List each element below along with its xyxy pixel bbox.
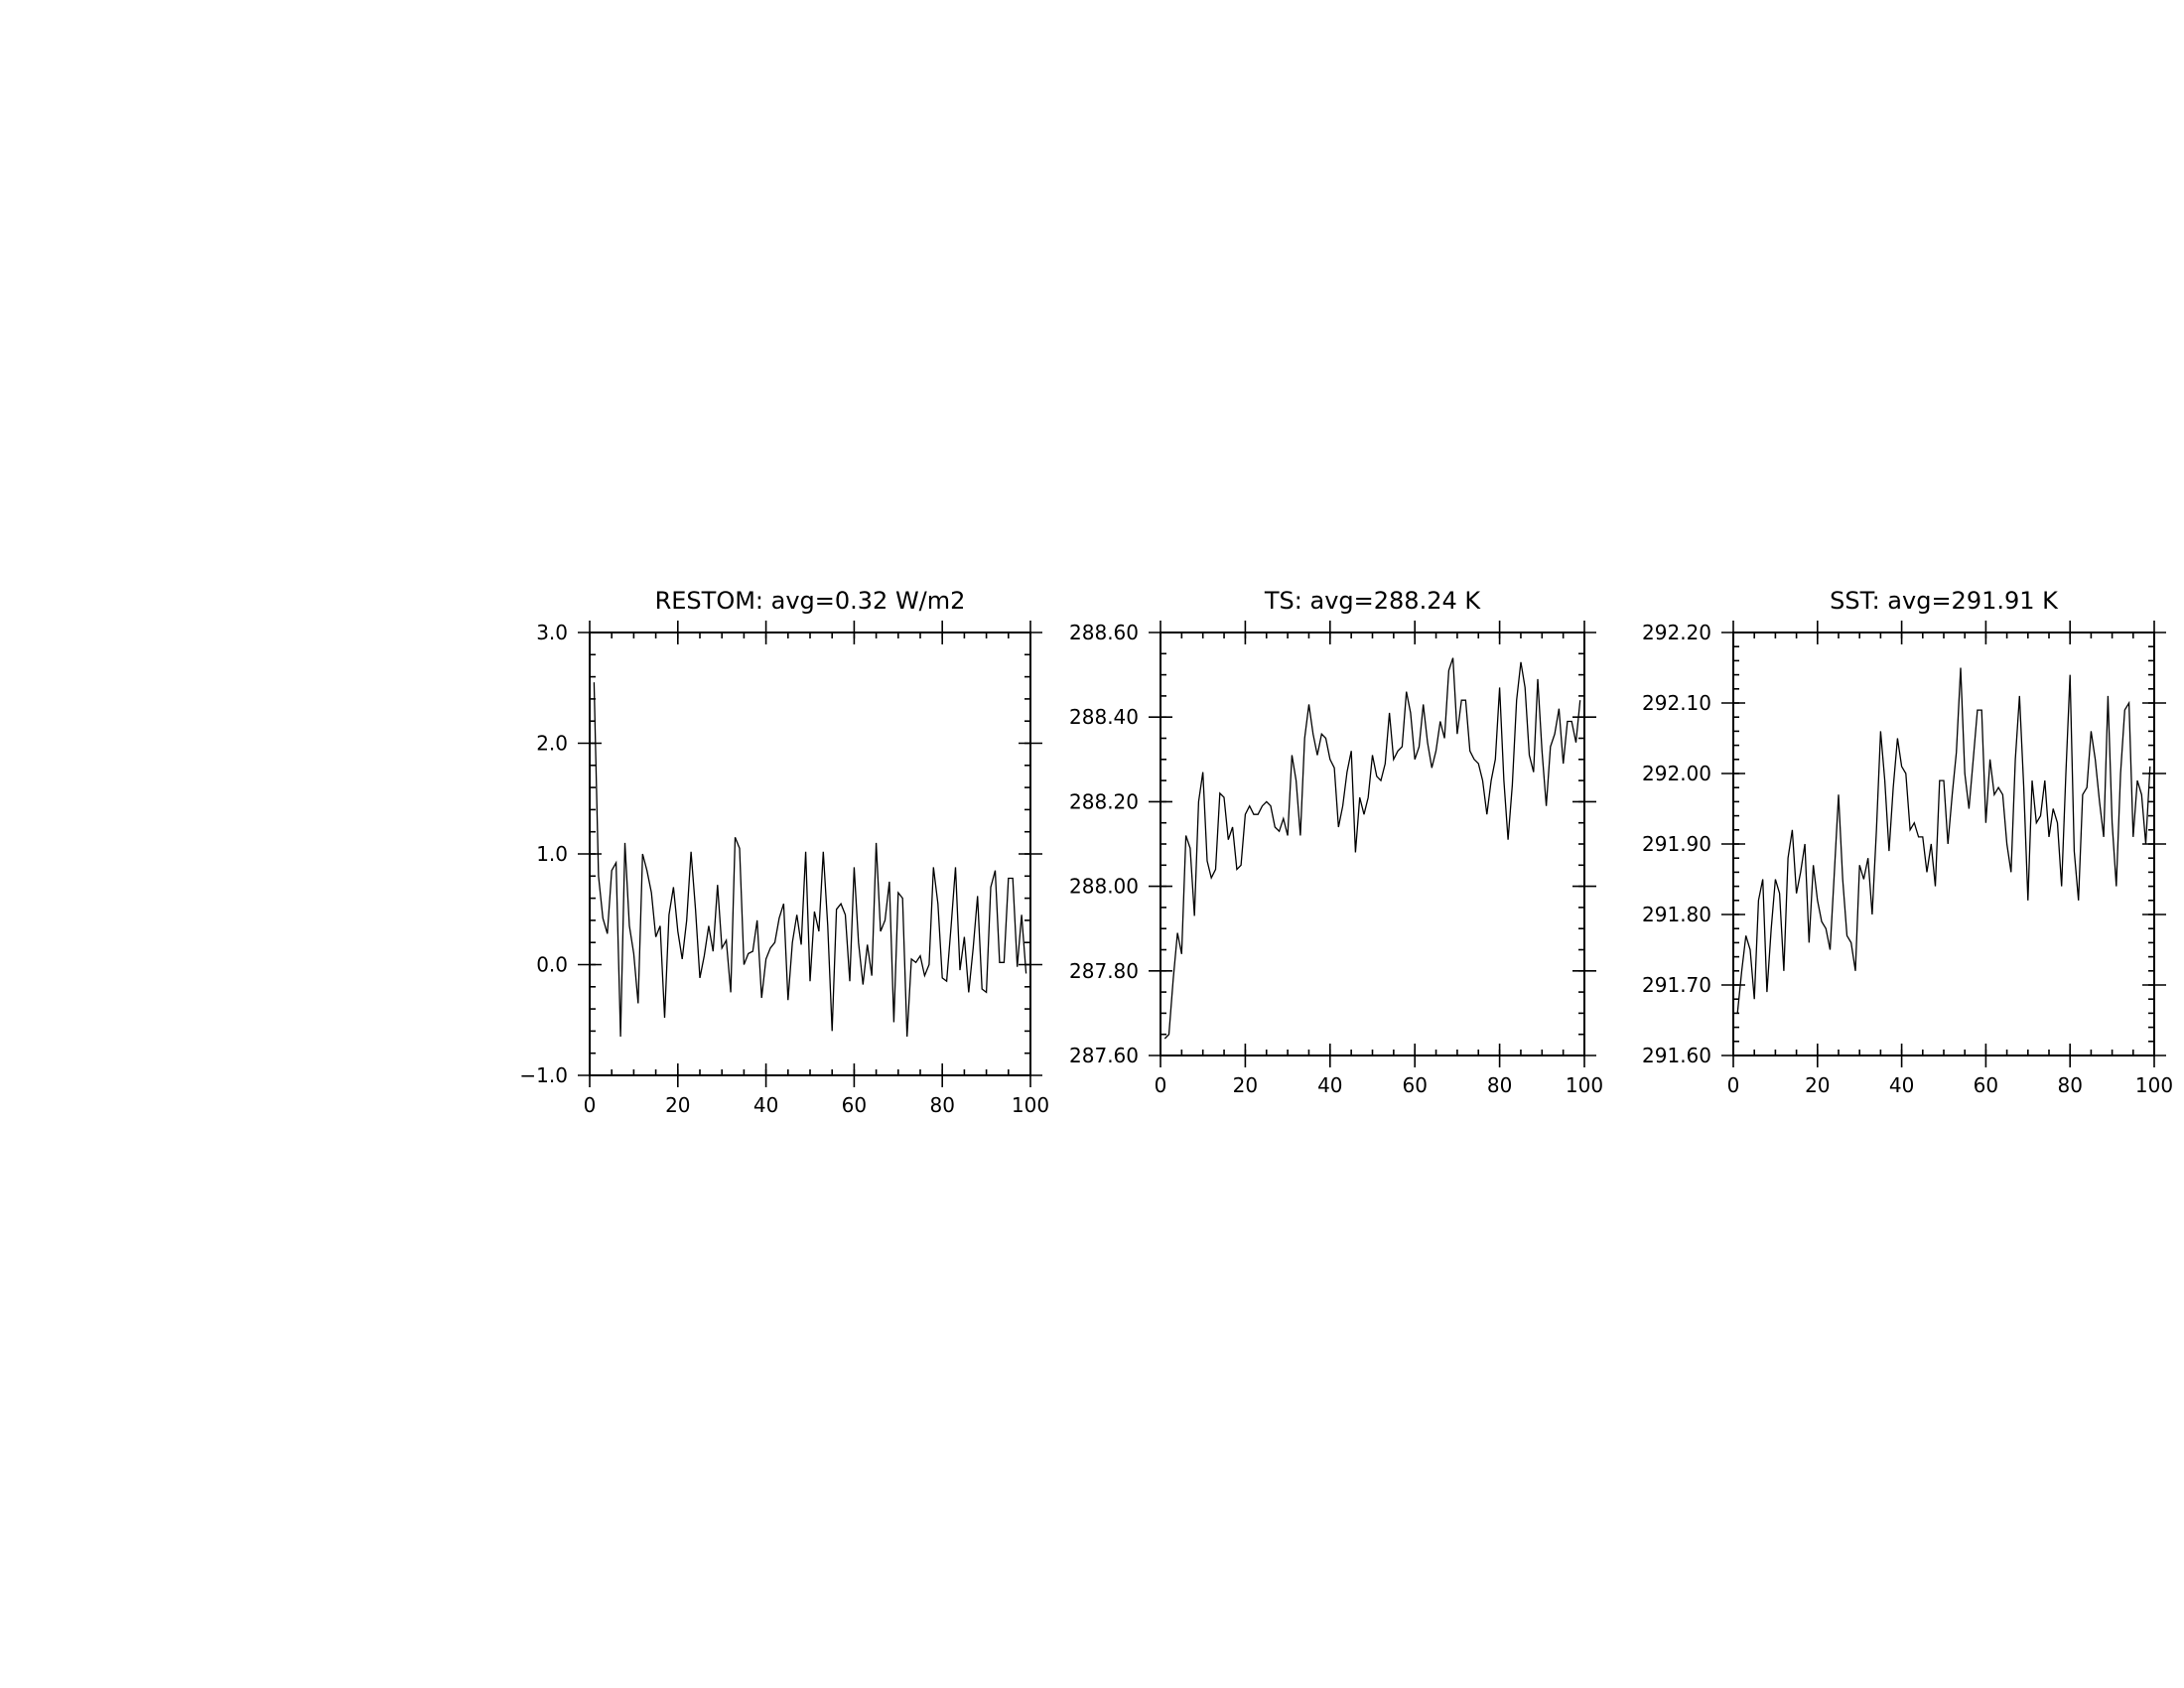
y-tick-label: 287.60 — [1069, 1044, 1139, 1067]
x-tick-label: 40 — [1317, 1073, 1342, 1097]
y-tick-label: 292.10 — [1642, 691, 1711, 715]
x-tick-label: 20 — [665, 1093, 690, 1117]
panel-restom: RESTOM: avg=0.32 W/m2 0 20 40 60 80 100 −1.0 0.0… — [519, 587, 1049, 1117]
plot-frame — [1732, 632, 2155, 1056]
plot-frame — [1160, 632, 1585, 1056]
y-tick-label: 288.60 — [1069, 621, 1139, 644]
x-tick-label: 100 — [1566, 1073, 1603, 1097]
y-tick-label: 288.20 — [1069, 789, 1139, 813]
y-tick-label: 3.0 — [536, 621, 568, 644]
x-tick-label: 60 — [1974, 1073, 1998, 1097]
series-line — [1736, 667, 2151, 1014]
y-tick-label: 291.60 — [1642, 1044, 1711, 1067]
y-tick-label: 291.90 — [1642, 832, 1711, 856]
y-tick-label: 287.80 — [1069, 959, 1139, 983]
y-tick-label: 292.00 — [1642, 762, 1711, 785]
x-tick-label: 20 — [1805, 1073, 1830, 1097]
y-tick-label: 291.70 — [1642, 973, 1711, 997]
x-tick-label: 0 — [1727, 1073, 1740, 1097]
y-tick-label: 288.00 — [1069, 875, 1139, 899]
y-tick-label: 292.20 — [1642, 621, 1711, 644]
y-tick-label: −1.0 — [519, 1063, 568, 1087]
x-tick-label: 40 — [1889, 1073, 1914, 1097]
x-tick-label: 80 — [1487, 1073, 1512, 1097]
y-tick-label: 291.80 — [1642, 903, 1711, 926]
chart-title: SST: avg=291.91 K — [1830, 587, 2059, 615]
x-tick-label: 0 — [584, 1093, 597, 1117]
plot-frame — [589, 632, 1031, 1076]
x-tick-label: 40 — [753, 1093, 778, 1117]
chart-title: TS: avg=288.24 K — [1264, 587, 1481, 615]
x-tick-label: 100 — [2135, 1073, 2173, 1097]
x-tick-label: 20 — [1233, 1073, 1258, 1097]
series-line — [593, 682, 1027, 1038]
x-tick-label: 60 — [842, 1093, 867, 1117]
y-tick-label: 2.0 — [536, 732, 568, 756]
x-tick-label: 0 — [1155, 1073, 1167, 1097]
panel-ts: TS: avg=288.24 K 0 20 40 60 80 100 287.60 287.80… — [1069, 587, 1603, 1097]
y-tick-label: 288.40 — [1069, 705, 1139, 729]
chart-title: RESTOM: avg=0.32 W/m2 — [655, 587, 966, 615]
x-tick-label: 80 — [2057, 1073, 2082, 1097]
x-tick-label: 60 — [1402, 1073, 1427, 1097]
series-line — [1163, 657, 1581, 1040]
x-tick-label: 80 — [929, 1093, 954, 1117]
y-tick-label: 1.0 — [536, 842, 568, 866]
x-tick-label: 100 — [1012, 1093, 1049, 1117]
y-tick-label: 0.0 — [536, 953, 568, 977]
panel-sst: SST: avg=291.91 K 0 20 40 60 80 100 291.60 291.7… — [1642, 587, 2173, 1097]
